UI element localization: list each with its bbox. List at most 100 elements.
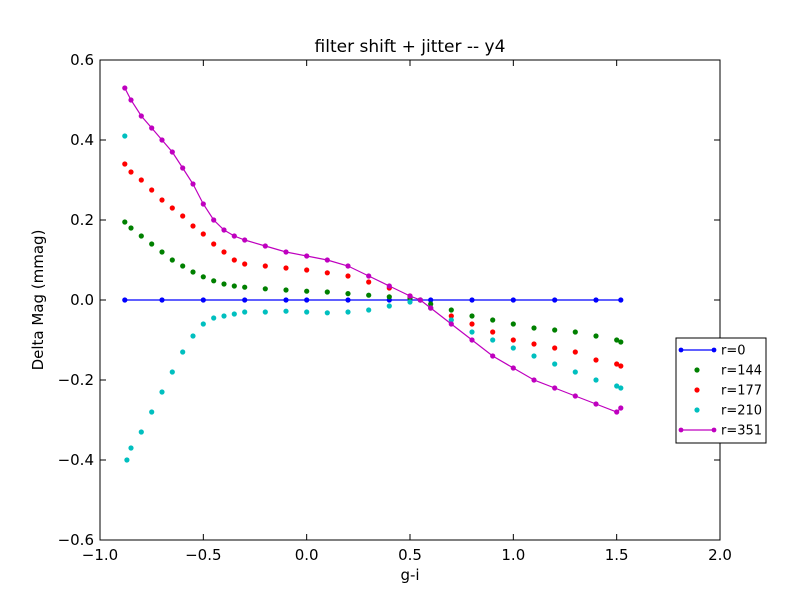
- plot-border: [99, 59, 721, 541]
- data-point: [324, 289, 330, 295]
- data-point: [190, 181, 196, 187]
- data-point: [221, 227, 227, 233]
- series-r-177: [122, 161, 624, 369]
- series-r-210: [122, 133, 624, 463]
- y-tick-label: 0.4: [70, 131, 94, 149]
- data-point: [128, 445, 134, 451]
- legend-item: r=210: [694, 404, 762, 419]
- data-point: [180, 349, 186, 355]
- data-point: [200, 297, 206, 303]
- data-point: [304, 267, 310, 273]
- data-point: [262, 286, 268, 292]
- data-point: [448, 307, 454, 313]
- legend-marker: [711, 347, 717, 353]
- data-point: [304, 309, 310, 315]
- legend-box: [675, 337, 767, 444]
- data-point: [531, 325, 537, 331]
- x-tick-label: 2.0: [708, 546, 732, 564]
- data-point: [593, 297, 599, 303]
- data-point: [169, 369, 175, 375]
- data-point: [490, 329, 496, 335]
- data-point: [407, 299, 413, 305]
- data-point: [386, 294, 392, 300]
- axis-ticks: −1.0 −0.5 0.0 0.5 1.0 1.5 2.0 −0.6 −0.4 −0.2 0.0 0.…: [58, 51, 732, 564]
- legend-label: r=144: [721, 364, 762, 379]
- data-point: [159, 297, 165, 303]
- data-point: [128, 169, 134, 175]
- x-axis-label: g-i: [400, 566, 419, 584]
- data-point: [221, 249, 227, 255]
- data-point: [366, 279, 372, 285]
- data-point: [469, 297, 475, 303]
- data-point: [124, 457, 130, 463]
- data-point: [138, 177, 144, 183]
- y-axis-label: Delta Mag (mmag): [29, 230, 47, 371]
- legend-item: r=0: [678, 344, 746, 359]
- data-point: [149, 241, 155, 247]
- data-point: [531, 341, 537, 347]
- x-tick-label: 1.5: [605, 546, 629, 564]
- legend-marker: [678, 427, 684, 433]
- data-point: [190, 333, 196, 339]
- data-point: [231, 257, 237, 263]
- legend: r=0 r=144 r=177 r=210 r=351: [675, 337, 767, 444]
- data-point: [614, 337, 620, 343]
- data-point: [304, 288, 310, 294]
- legend-marker: [694, 387, 700, 393]
- data-point: [531, 377, 537, 383]
- legend-item: r=144: [694, 364, 762, 379]
- data-point: [169, 257, 175, 263]
- data-point: [283, 308, 289, 314]
- y-tick-label: −0.6: [58, 531, 94, 549]
- legend-item: r=351: [678, 424, 762, 439]
- data-point: [618, 339, 624, 345]
- data-point: [128, 225, 134, 231]
- data-point: [572, 369, 578, 375]
- data-point: [510, 337, 516, 343]
- data-point: [242, 261, 248, 267]
- data-point: [221, 313, 227, 319]
- data-point: [211, 217, 217, 223]
- data-point: [366, 307, 372, 313]
- data-point: [614, 361, 620, 367]
- legend-marker: [678, 347, 684, 353]
- data-point: [428, 297, 434, 303]
- legend-label: r=351: [721, 424, 762, 439]
- data-point: [552, 297, 558, 303]
- data-point: [304, 253, 310, 259]
- data-point: [122, 85, 128, 91]
- data-point: [262, 243, 268, 249]
- data-point: [283, 297, 289, 303]
- data-point: [345, 309, 351, 315]
- data-point: [180, 213, 186, 219]
- data-point: [618, 363, 624, 369]
- data-point: [231, 283, 237, 289]
- data-point: [242, 297, 248, 303]
- data-point: [324, 310, 330, 316]
- legend-marker: [694, 407, 700, 413]
- x-tick-label: −0.5: [185, 546, 221, 564]
- data-point: [149, 187, 155, 193]
- series-layer: [122, 85, 624, 463]
- data-point: [231, 311, 237, 317]
- data-point: [283, 287, 289, 293]
- data-point: [448, 313, 454, 319]
- data-point: [407, 293, 413, 299]
- data-point: [190, 223, 196, 229]
- data-point: [242, 237, 248, 243]
- data-point: [614, 409, 620, 415]
- data-point: [345, 297, 351, 303]
- y-tick-label: 0.6: [70, 51, 94, 69]
- data-point: [345, 273, 351, 279]
- data-point: [200, 321, 206, 327]
- data-point: [572, 329, 578, 335]
- data-point: [614, 383, 620, 389]
- data-point: [386, 283, 392, 289]
- data-point: [149, 409, 155, 415]
- chart-title: filter shift + jitter -- y4: [315, 37, 506, 57]
- data-point: [593, 357, 599, 363]
- series-r-0: [122, 297, 624, 303]
- data-point: [469, 329, 475, 335]
- x-tick-label: 1.0: [501, 546, 525, 564]
